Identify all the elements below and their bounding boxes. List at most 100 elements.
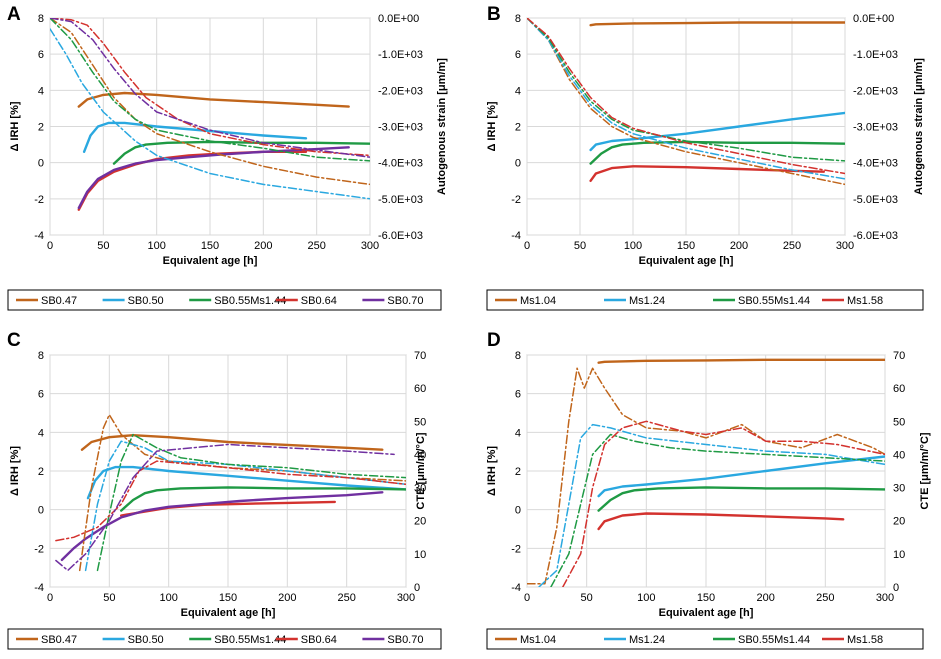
x-tick-label: 200 [756, 592, 774, 604]
legend-label: SB0.70 [387, 295, 423, 307]
legend-label: SB0.47 [41, 295, 77, 307]
legend-label: Ms1.58 [847, 634, 883, 646]
series-line-sb0-64-strain [50, 18, 370, 157]
x-tick-label: 100 [147, 240, 165, 252]
legend-label: SB0.55Ms1.44 [214, 295, 286, 307]
x-axis-title: Equivalent age [h] [659, 607, 754, 619]
y2-axis-title: Autogenous strain [μm/m] [913, 58, 925, 195]
legend-label: SB0.50 [128, 634, 164, 646]
series-line-sb0-55ms1-44-irh [120, 486, 406, 512]
series-line-sb0-55ms1-44-cte [96, 433, 406, 572]
series-line-ms1-24-cte [538, 423, 885, 587]
series-line-sb0-55ms1-44-irh [589, 140, 845, 165]
x-tick-label: 300 [397, 592, 415, 604]
y2-tick-label: 70 [414, 350, 426, 362]
y-tick-label: 6 [515, 49, 521, 61]
x-tick-label: 150 [677, 240, 695, 252]
y2-tick-label: 0 [414, 582, 420, 594]
y-tick-label: -4 [511, 582, 521, 594]
legend: Ms1.04 Ms1.24 SB0.55Ms1.44 Ms1.58 [486, 628, 924, 650]
y-tick-label: 6 [38, 389, 44, 401]
series-line-sb0-55ms1-44-cte [550, 433, 885, 587]
y-tick-label: 4 [38, 85, 44, 97]
y2-tick-label: -2.0E+03 [853, 85, 898, 97]
x-tick-label: 300 [876, 592, 894, 604]
y-axis-title: Δ IRH [%] [486, 101, 498, 151]
legend-label: SB0.55Ms1.44 [738, 295, 810, 307]
series-line-ms1-58-cte [562, 420, 885, 587]
legend-label: Ms1.24 [629, 295, 665, 307]
y2-tick-label: 10 [893, 549, 905, 561]
x-tick-label: 250 [337, 592, 355, 604]
y2-tick-label: 60 [414, 383, 426, 395]
legend-label: SB0.70 [387, 634, 423, 646]
x-tick-label: 200 [278, 592, 296, 604]
x-tick-label: 50 [581, 592, 593, 604]
y-tick-label: -2 [511, 194, 521, 206]
x-axis-title: Equivalent age [h] [639, 255, 734, 267]
legend-label: Ms1.24 [629, 634, 665, 646]
series-line-sb0-47-strain [50, 18, 370, 186]
y-tick-label: -4 [34, 582, 44, 594]
y2-axis-title: CTE [μm/m/°C] [415, 432, 427, 509]
y-tick-label: 8 [38, 13, 44, 25]
x-tick-label: 150 [201, 240, 219, 252]
y-tick-label: 4 [38, 427, 44, 439]
y-tick-label: 4 [515, 85, 521, 97]
series-line-sb0-55ms1-44-irh [112, 140, 370, 165]
y2-tick-label: 20 [893, 516, 905, 528]
y-tick-label: -2 [34, 194, 44, 206]
y2-tick-label: -2.0E+03 [378, 85, 423, 97]
series-line-sb0-70-strain [50, 18, 370, 158]
series-line-sb0-55ms1-44-strain [50, 18, 370, 162]
y2-tick-label: -4.0E+03 [853, 158, 898, 170]
y-tick-label: 0 [38, 505, 44, 517]
series-line-ms1-58-strain [527, 18, 845, 175]
y2-tick-label: 40 [414, 449, 426, 461]
y2-tick-label: 50 [893, 416, 905, 428]
legend-label: SB0.47 [41, 634, 77, 646]
y-tick-label: -2 [34, 543, 44, 555]
series-line-ms1-24-irh [589, 111, 845, 152]
legend-box [7, 289, 442, 311]
legend: Ms1.04 Ms1.24 SB0.55Ms1.44 Ms1.58 [486, 289, 924, 311]
y-tick-label: 8 [38, 350, 44, 362]
panel-letter: D [487, 330, 501, 351]
legend: SB0.47 SB0.50 SB0.55Ms1.44 SB0.64 SB0.70 [7, 289, 442, 311]
y-axis-title: Δ IRH [%] [486, 446, 498, 496]
y2-tick-label: 40 [893, 449, 905, 461]
y-tick-label: 8 [515, 350, 521, 362]
series-line-ms1-58-irh [597, 512, 845, 531]
legend-label: Ms1.58 [847, 295, 883, 307]
panel-letter: C [7, 330, 21, 351]
panel-d: D 0 50 100 150 200 250 300 -4 -2 0 2 4 6 8 0 10 20 30 40 50 6… [486, 330, 931, 650]
y-tick-label: 2 [38, 122, 44, 134]
x-tick-label: 300 [361, 240, 379, 252]
y2-tick-label: -1.0E+03 [378, 49, 423, 61]
y2-tick-label: -5.0E+03 [853, 194, 898, 206]
y-tick-label: 4 [515, 427, 521, 439]
series-line-ms1-24-irh [597, 455, 885, 498]
x-axis-title: Equivalent age [h] [163, 255, 258, 267]
x-tick-label: 0 [524, 240, 530, 252]
y2-tick-label: -5.0E+03 [378, 194, 423, 206]
legend-label: SB0.64 [301, 634, 337, 646]
x-tick-label: 300 [836, 240, 854, 252]
series-line-sb0-50-cte [84, 440, 406, 572]
x-tick-label: 50 [574, 240, 586, 252]
y-tick-label: 6 [38, 49, 44, 61]
series-line-sb0-64-cte [55, 460, 406, 542]
y-tick-label: -2 [511, 543, 521, 555]
x-tick-label: 0 [47, 592, 53, 604]
x-tick-label: 100 [637, 592, 655, 604]
y-axis-title: Δ IRH [%] [9, 446, 21, 496]
legend-box [486, 628, 924, 650]
legend: SB0.47 SB0.50 SB0.55Ms1.44 SB0.64 SB0.70 [7, 628, 442, 650]
series-line-ms1-04-strain [527, 18, 845, 186]
y2-tick-label: 20 [414, 516, 426, 528]
y2-tick-label: -3.0E+03 [853, 122, 898, 134]
y2-tick-label: -4.0E+03 [378, 158, 423, 170]
panel-letter: A [7, 4, 21, 25]
x-axis-title: Equivalent age [h] [181, 607, 276, 619]
